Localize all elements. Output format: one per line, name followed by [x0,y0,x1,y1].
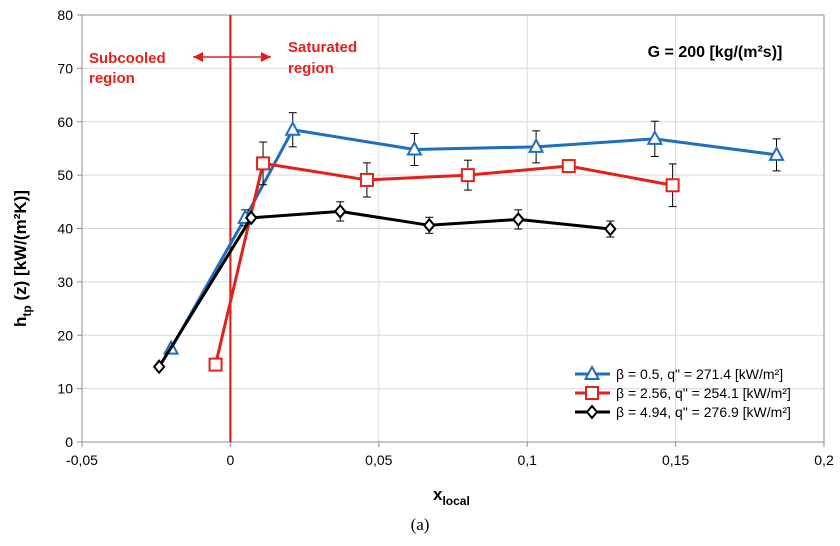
series-beta-0-5 [162,112,785,355]
legend-label: β = 0.5, q" = 271.4 [kW/m²] [616,366,783,382]
y-tick-label: 10 [57,381,73,397]
annotations: Subcooled region Saturated region G = 200 [k… [89,39,782,87]
legend-label: β = 4.94, q" = 276.9 [kW/m²] [616,404,791,420]
saturated-label: Saturated [288,39,357,56]
subcooled-label: region [89,70,135,87]
y-tick-label: 70 [57,60,73,76]
data-point [333,203,347,219]
x-axis-title: xlocal [433,485,470,508]
region-arrowhead-left [193,52,203,62]
x-tick-label: 0,1 [517,452,537,468]
x-tick-label: 0,05 [365,452,392,468]
axes: 0 10 20 30 40 50 60 70 80 -0,05 0 0,05 0,1 0,15 0,2 xlo… [11,7,834,508]
data-point [561,159,576,174]
mass-flux-label: G = 200 [kg/(m²s)] [648,44,783,61]
y-tick-label: 60 [57,114,73,130]
y-tick-label: 50 [57,167,73,183]
region-arrowhead-right [261,52,271,62]
data-point [527,137,545,153]
y-tick-label: 30 [57,274,73,290]
series-beta-4-94 [152,201,617,375]
data-point [152,359,166,375]
legend-marker [585,404,599,420]
y-axis-title: htp (z) [kW/(m²K)] [11,190,34,327]
x-tick-label: 0,15 [662,452,689,468]
x-tick-label: -0,05 [66,452,98,468]
x-tick-label: 0 [227,452,235,468]
data-point [244,210,258,226]
data-point [406,140,423,156]
legend-item-beta-4-94: β = 4.94, q" = 276.9 [kW/m²] [575,404,791,420]
data-point [511,211,525,227]
legend-marker [585,386,599,400]
subcooled-label: Subcooled [89,50,166,67]
data-point [359,172,374,187]
y-tick-label: 20 [57,327,73,343]
legend-marker [583,364,601,380]
data-point [665,178,680,193]
data-point [256,156,271,171]
data-point [646,129,664,145]
y-tick-label: 0 [65,434,73,450]
data-point [284,120,301,136]
legend-label: β = 2.56, q" = 254.1 [kW/m²] [616,385,791,401]
x-tick-label: 0,2 [814,452,834,468]
series-line [157,209,611,368]
data-point [422,217,436,233]
figure-caption: (a) [410,515,430,534]
legend: β = 0.5, q" = 271.4 [kW/m²] β = 2.56, q" … [575,364,791,420]
series-beta-2-56 [208,141,680,372]
y-tick-label: 80 [57,7,73,23]
data-point [768,145,785,161]
saturated-label: region [288,60,334,77]
legend-item-beta-2-56: β = 2.56, q" = 254.1 [kW/m²] [575,385,791,401]
data-point [208,357,223,372]
y-tick-label: 40 [57,221,73,237]
data-point [604,221,617,237]
chart: 0 10 20 30 40 50 60 70 80 -0,05 0 0,05 0,1 0,15 0,2 xlo… [11,7,834,508]
data-point [460,168,475,183]
series-line [214,161,673,365]
series-layer [152,112,785,375]
legend-item-beta-0-5: β = 0.5, q" = 271.4 [kW/m²] [575,364,783,382]
